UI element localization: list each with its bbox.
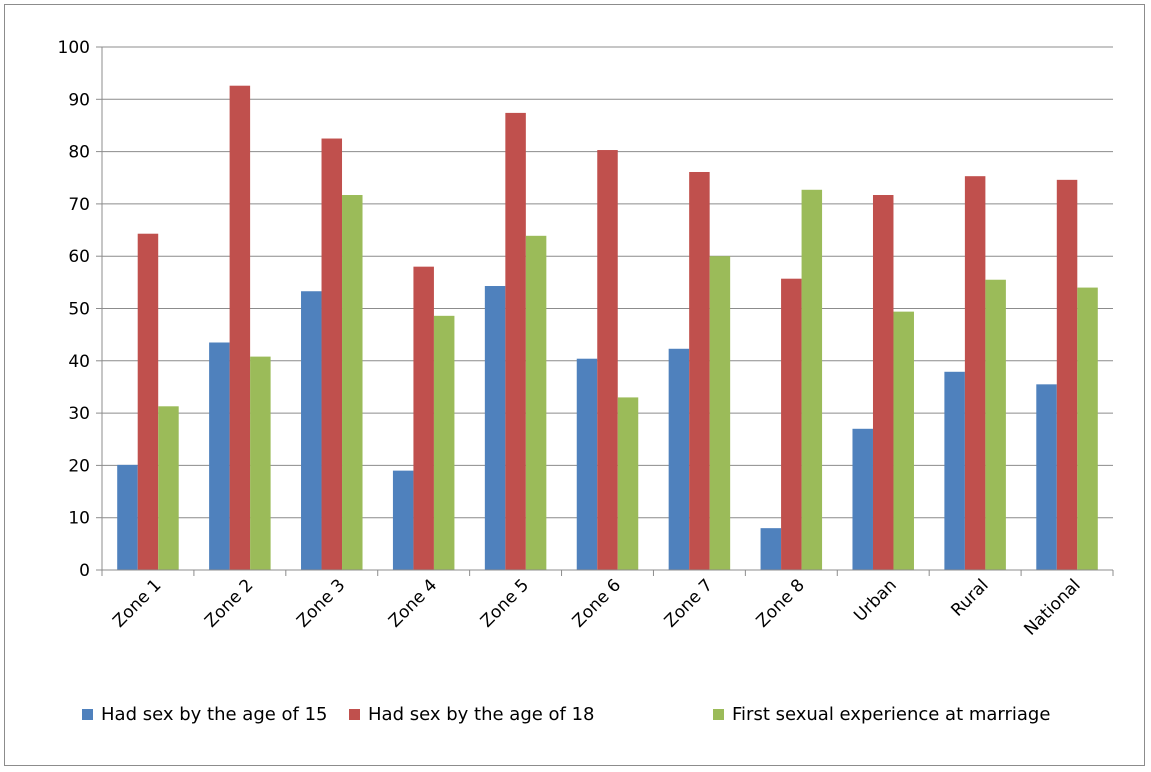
bar-1-10 [944,371,965,570]
bar-3-2 [250,356,271,570]
bar-2-3 [321,138,343,570]
y-tick-label: 30 [68,404,90,424]
y-tick-label: 60 [68,247,90,267]
bar-2-7 [689,171,710,570]
y-axis-ticks: 0 10 20 30 40 50 60 70 80 90 100 [58,38,102,581]
bar-2-11 [1056,179,1078,571]
bar-1-1 [117,464,138,570]
bar-1-4 [392,470,414,570]
y-tick-label: 20 [68,456,90,476]
x-tick-label: Zone 5 [477,575,533,631]
y-tick-label: 40 [68,352,90,372]
x-tick-label: Zone 8 [753,575,809,631]
legend-swatch-2 [349,709,360,720]
bar-2-6 [597,150,618,570]
bar-3-10 [985,279,1006,570]
bar-3-11 [1077,287,1098,570]
bar-1-6 [576,358,598,570]
x-tick-label: National [1020,575,1084,639]
y-tick-label: 0 [79,561,90,581]
x-tick-label: Zone 2 [201,575,257,631]
bar-2-1 [137,233,159,570]
legend-label-3: First sexual experience at marriage [732,704,1050,725]
legend-swatch-3 [713,709,724,720]
x-tick-label: Zone 7 [661,575,717,631]
x-axis-ticks: Zone 1 Zone 2 Zone 3 Zone 4 Zone 5 Zone 6 Zone… [101,570,1114,640]
y-tick-label: 90 [68,90,90,110]
bar-3-8 [801,189,823,571]
bar-1-3 [301,291,322,570]
x-tick-label: Zone 1 [109,575,165,631]
x-tick-label: Zone 3 [293,575,349,631]
bar-3-5 [525,235,547,571]
bar-3-1 [158,406,179,570]
legend-swatch-1 [82,709,93,720]
bar-2-5 [505,112,526,570]
bar-1-11 [1036,384,1057,570]
legend-label-1: Had sex by the age of 15 [101,704,328,725]
x-tick-label: Urban [850,575,901,626]
y-tick-label: 100 [58,38,90,58]
bar-1-2 [209,342,230,570]
legend: Had sex by the age of 15 Had sex by the a… [82,704,1050,725]
legend-label-2: Had sex by the age of 18 [368,704,595,725]
bar-3-4 [433,315,455,570]
bar-2-8 [781,278,802,570]
bar-3-6 [617,397,639,570]
bar-1-9 [852,428,873,570]
x-tick-label: Rural [947,575,992,620]
bar-2-9 [872,195,894,570]
x-tick-label: Zone 6 [569,575,625,631]
y-tick-label: 50 [68,300,90,320]
bar-3-9 [893,311,914,570]
bar-1-8 [760,528,782,570]
y-tick-label: 70 [68,195,90,215]
y-tick-label: 10 [68,509,90,529]
bar-1-5 [484,286,506,570]
bar-2-10 [964,176,986,570]
bar-3-7 [709,256,731,570]
bar-3-3 [342,195,363,570]
y-tick-label: 80 [68,143,90,163]
bars [117,85,1098,571]
bar-2-4 [413,266,434,570]
x-tick-label: Zone 4 [385,575,441,631]
bar-1-7 [668,348,690,570]
bar-2-2 [229,85,251,571]
